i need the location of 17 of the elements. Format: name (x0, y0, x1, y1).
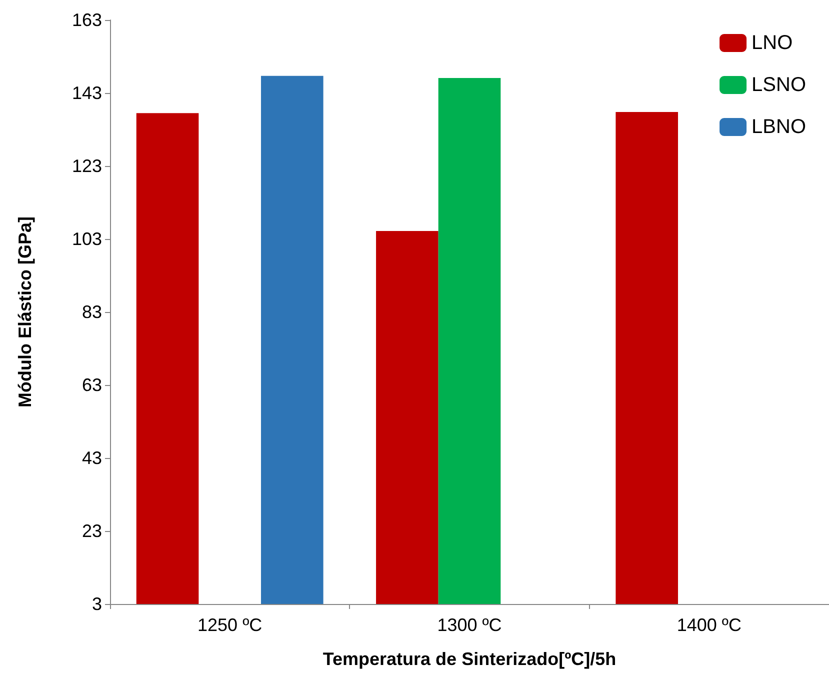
legend-label: LBNO (752, 116, 806, 138)
legend-label: LNO (752, 32, 793, 54)
y-tick-label: 83 (82, 302, 102, 322)
y-tick-label: 23 (82, 521, 102, 541)
y-tick-label: 43 (82, 448, 102, 468)
x-tick-label: 1250 ºC (198, 615, 262, 635)
x-tick-label: 1300 ºC (437, 615, 502, 635)
y-tick-label: 123 (72, 156, 102, 176)
x-tick-label: 1400 ºC (676, 615, 742, 635)
y-tick-label: 63 (82, 375, 102, 395)
legend-label: LSNO (752, 74, 806, 96)
y-tick-label: 3 (92, 594, 102, 614)
y-tick-label: 143 (72, 83, 102, 103)
y-tick-label: 103 (72, 229, 102, 249)
y-tick-label: 163 (72, 10, 102, 30)
y-axis-title: Módulo Elástico [GPa] (15, 216, 35, 408)
x-axis-title: Temperatura de Sinterizado[ºC]/5h (322, 649, 616, 669)
